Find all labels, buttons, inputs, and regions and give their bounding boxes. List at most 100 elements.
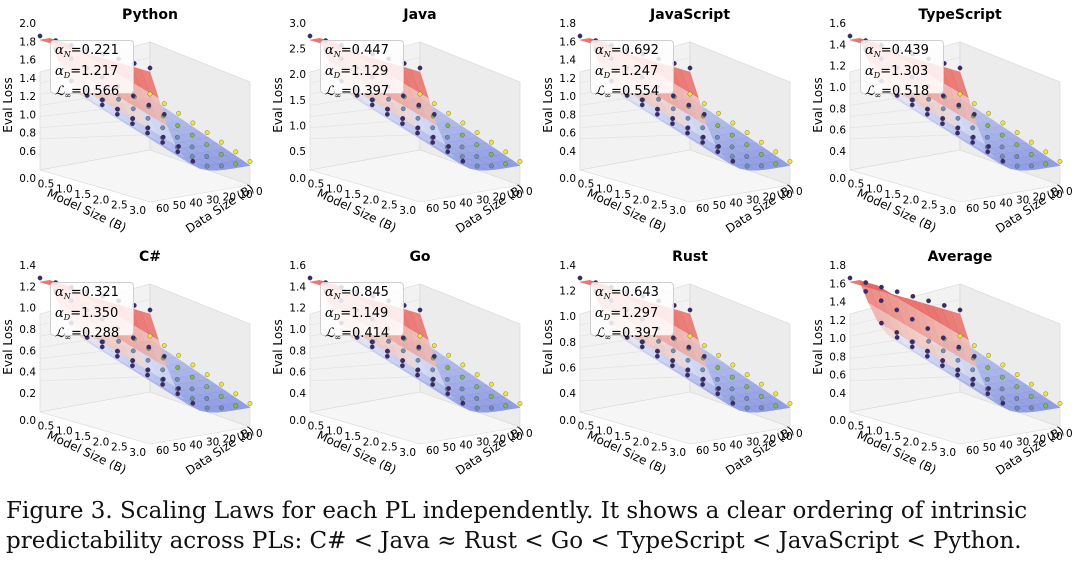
data-point	[577, 33, 583, 39]
data-point	[700, 376, 706, 382]
data-tick-label: 10	[509, 431, 522, 443]
z-tick-label: 1.0	[559, 91, 576, 103]
data-point	[190, 158, 196, 164]
model-tick-label: 2.0	[93, 436, 110, 448]
z-tick-label: 0.4	[559, 146, 576, 158]
data-point	[189, 132, 195, 138]
floor-pane	[849, 391, 1061, 445]
data-point	[730, 362, 736, 368]
data-point	[459, 386, 465, 392]
z-tick-label: 0.4	[559, 388, 576, 400]
data-point	[940, 93, 946, 99]
panel-title: Average	[927, 249, 993, 265]
z-axis-label: Eval Loss	[1, 77, 15, 133]
data-point	[400, 363, 405, 369]
data-tick-label: 20	[493, 192, 506, 204]
data-point	[685, 372, 690, 378]
data-tick-label: 30	[476, 195, 489, 207]
data-point	[894, 330, 900, 335]
data-point	[488, 393, 494, 399]
data-point	[759, 405, 764, 411]
data-point	[474, 163, 480, 169]
z-tick-label: 0.8	[19, 324, 36, 336]
data-point	[161, 112, 167, 117]
data-point	[924, 353, 930, 359]
data-point	[176, 352, 181, 358]
model-tick-label: 3.0	[939, 447, 956, 459]
data-point	[474, 372, 480, 377]
data-point	[99, 344, 105, 350]
model-tick-label: 1.0	[326, 426, 343, 438]
data-point	[971, 354, 977, 359]
data-point	[758, 393, 764, 399]
model-tick-label: 0.5	[38, 178, 55, 190]
data-point	[218, 393, 224, 399]
z-axis-label: Eval Loss	[541, 319, 555, 375]
data-point	[489, 405, 494, 411]
data-point	[415, 357, 421, 363]
data-tick-label: 50	[443, 200, 456, 212]
data-point	[460, 158, 466, 164]
data-point	[400, 335, 406, 341]
floor-pane	[579, 391, 791, 445]
data-point	[190, 120, 196, 126]
data-point	[161, 343, 167, 348]
data-tick-label: 20	[1033, 192, 1046, 204]
data-point	[99, 97, 105, 103]
z-tick-label: 1.0	[829, 333, 846, 345]
surface-face	[410, 311, 429, 341]
data-tick-label: 40	[729, 439, 742, 451]
data-point	[189, 154, 195, 159]
data-point	[787, 159, 793, 164]
data-tick-label: 40	[999, 439, 1012, 451]
z-tick-label: 0.4	[829, 388, 846, 400]
z-tick-label: 0.6	[289, 367, 306, 379]
model-tick-label: 2.5	[921, 442, 938, 454]
chart-panel: 0.4 0.6 0.8 1.0 1.2 1.4 1.6 Eval Loss 0.0 0.5 1.0 1…	[810, 0, 1080, 242]
chart-panel: 0.4 0.6 0.8 1.0 1.2 1.4 Eval Loss 0.0 0.5 1.0 1.5 2…	[540, 242, 810, 484]
data-point	[175, 391, 181, 397]
chart-panel: 0.5 1.0 1.5 2.0 2.5 3.0 Eval Loss 0.0 0.5 1.0 1.5 2…	[270, 0, 540, 242]
figure-caption: Figure 3. Scaling Laws for each PL indep…	[6, 498, 1028, 554]
surface-face	[680, 311, 699, 341]
data-point	[460, 362, 466, 368]
panel-title: JavaScript	[649, 7, 731, 23]
data-point	[160, 134, 166, 140]
observed-points	[37, 33, 253, 169]
panel-title: C#	[138, 249, 161, 265]
z-tick-label: 1.4	[289, 281, 306, 293]
data-point	[956, 344, 962, 350]
data-point	[1014, 154, 1020, 159]
fit-params-box: αN=0.439 αD=1.303 ℒ∞=0.518	[860, 40, 944, 100]
data-point	[714, 377, 720, 382]
data-point	[116, 338, 121, 344]
model-tick-label: 1.0	[56, 184, 73, 196]
data-point	[670, 106, 676, 112]
z-tick-label: 1.2	[19, 281, 36, 293]
data-point	[431, 343, 437, 348]
data-point	[639, 97, 645, 103]
data-point	[369, 97, 375, 103]
data-point	[1000, 362, 1006, 368]
data-tick-label: 50	[713, 200, 726, 212]
data-point	[1043, 161, 1049, 167]
data-point	[758, 151, 764, 157]
data-point	[986, 144, 991, 149]
data-point	[400, 93, 406, 99]
fit-params-box: αN=0.692 αD=1.247 ℒ∞=0.554	[590, 40, 674, 100]
data-point	[176, 144, 181, 149]
data-point	[160, 382, 166, 387]
data-point	[189, 144, 195, 150]
data-point	[474, 154, 480, 159]
data-point	[114, 353, 120, 359]
data-point	[503, 391, 509, 397]
z-axis-label: Eval Loss	[1, 319, 15, 375]
data-point	[445, 123, 451, 128]
data-point	[940, 116, 946, 121]
data-point	[894, 307, 900, 313]
data-point	[957, 307, 963, 313]
data-point	[145, 130, 150, 136]
model-tick-label: 2.5	[111, 442, 128, 454]
